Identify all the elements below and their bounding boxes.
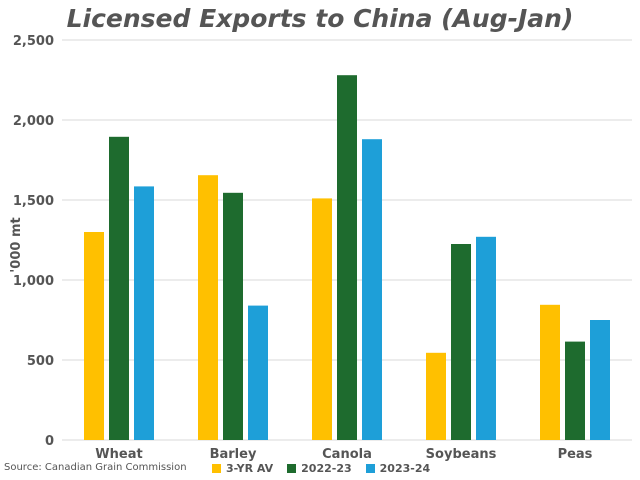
y-tick-label: 500 <box>27 354 54 369</box>
bar-peas-2022-23 <box>565 341 585 440</box>
legend-swatch-2022-23 <box>287 464 297 473</box>
bar-soybeans-3-yr-av <box>426 352 446 440</box>
bar-barley-2022-23 <box>223 192 243 440</box>
bar-soybeans-2023-24 <box>476 236 496 440</box>
legend-label-2023-24: 2023-24 <box>379 462 431 475</box>
x-axis-categories: Wheat Barley Canola Soybeans Peas <box>95 447 592 462</box>
y-tick-label: 0 <box>45 434 54 449</box>
bar-peas-2023-24 <box>590 320 610 440</box>
y-tick-label: 1,000 <box>13 274 54 289</box>
bar-peas-3-yr-av <box>540 304 560 440</box>
bar-wheat-3-yr-av <box>84 232 104 440</box>
bar-wheat-2023-24 <box>134 186 154 440</box>
source-note: Source: Canadian Grain Commission <box>4 462 187 473</box>
bar-wheat-2022-23 <box>109 136 129 441</box>
bar-soybeans-2022-23 <box>451 244 471 440</box>
legend-item-2023-24: 2023-24 <box>365 462 431 475</box>
legend-label-3yr-av: 3-YR AV <box>226 462 274 475</box>
legend-item-2022-23: 2022-23 <box>287 462 352 475</box>
legend: 3-YR AV 2022-23 2023-24 <box>212 462 430 475</box>
x-category-label: Soybeans <box>426 447 497 462</box>
legend-label-2022-23: 2022-23 <box>301 462 352 475</box>
y-axis-label: '000 mt <box>9 217 24 272</box>
legend-item-3yr-av: 3-YR AV <box>212 462 273 475</box>
y-tick-label: 2,000 <box>13 114 54 129</box>
x-category-label: Wheat <box>95 447 142 462</box>
x-category-label: Canola <box>322 447 372 462</box>
bar-barley-2023-24 <box>248 305 268 440</box>
bar-canola-2023-24 <box>362 139 382 440</box>
y-tick-label: 1,500 <box>13 194 54 209</box>
x-category-label: Peas <box>558 447 593 462</box>
bar-barley-3-yr-av <box>198 175 218 440</box>
bar-canola-2022-23 <box>337 75 357 440</box>
y-tick-label: 2,500 <box>13 34 54 49</box>
bars <box>84 75 610 441</box>
y-axis-ticks: 0 500 1,000 1,500 2,000 2,500 <box>13 34 54 449</box>
legend-swatch-3yr-av <box>212 464 221 473</box>
legend-swatch-2023-24 <box>365 464 375 473</box>
x-category-label: Barley <box>210 447 257 462</box>
bar-canola-3-yr-av <box>312 198 332 440</box>
chart-title: Licensed Exports to China (Aug-Jan) <box>66 4 574 33</box>
